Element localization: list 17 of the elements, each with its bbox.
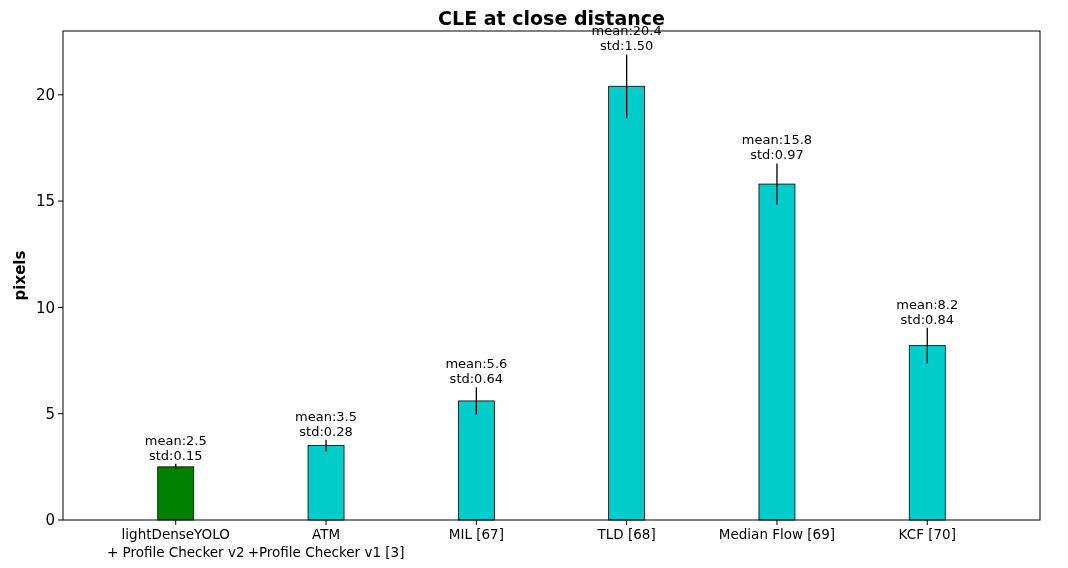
y-tick-label: 15 [35,192,55,211]
data-label: mean:2.5 std:0.15 [144,432,207,463]
data-label: mean:15.8 std:0.97 [741,132,813,163]
x-tick-label: MIL [67] [448,526,504,542]
y-tick-label: 5 [45,404,55,423]
data-label: mean:3.5 std:0.28 [295,408,357,439]
x-tick-label: ATM +Profile Checker v1 [3] [247,526,405,560]
y-axis-title: pixels [11,250,29,301]
y-tick-label: 20 [35,86,55,105]
y-tick-label: 10 [35,298,55,317]
x-tick-label: lightDenseYOLO + Profile Checker v2 [106,526,245,560]
x-tick-label: KCF [70] [898,526,956,542]
data-label: mean:5.6 std:0.64 [445,356,508,387]
data-label: mean:8.2 std:0.84 [896,296,959,327]
y-tick-label: 0 [45,511,55,530]
x-tick-label: TLD [68] [596,526,656,542]
x-tick-label: Median Flow [69] [718,526,836,542]
